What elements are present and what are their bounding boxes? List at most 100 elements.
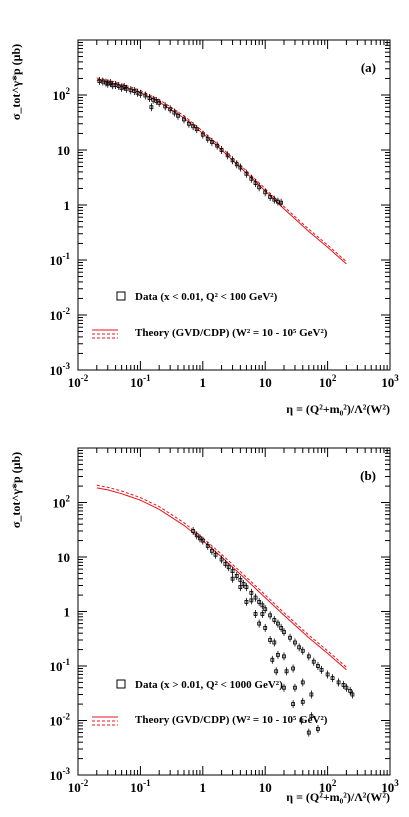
data-point	[223, 561, 228, 566]
data-point	[194, 127, 199, 131]
y-tick-label: 10-3	[50, 361, 71, 378]
x-tick-label: 102	[319, 778, 337, 795]
legend-data-label: Data (x < 0.01, Q² < 100 GeV²)	[135, 291, 278, 303]
data-point	[268, 195, 273, 199]
data-point	[279, 200, 284, 205]
data-point	[138, 91, 143, 96]
x-tick-label: 102	[319, 373, 337, 390]
data-point	[282, 630, 286, 634]
data-point	[319, 667, 324, 672]
data-point	[291, 702, 296, 706]
data-point	[163, 104, 168, 109]
data-point	[143, 93, 148, 98]
data-point	[263, 607, 268, 612]
data-point	[348, 688, 353, 693]
x-tick-label: 103	[381, 373, 399, 390]
data-point	[168, 107, 173, 112]
data-point	[299, 718, 304, 723]
data-point	[215, 143, 220, 148]
data-point	[279, 626, 284, 630]
data-point	[172, 110, 177, 115]
x-tick-label: 10-1	[130, 778, 151, 795]
data-point	[200, 132, 205, 137]
y-axis-title: σ_tot^γ*p (μb)	[9, 452, 23, 528]
data-point	[282, 654, 286, 659]
data-point	[336, 680, 341, 685]
x-tick-label: 1	[200, 375, 207, 390]
legend-data-marker	[116, 679, 126, 689]
data-point	[244, 585, 249, 590]
data-point	[300, 680, 305, 685]
data-point	[238, 578, 243, 582]
data-point	[306, 730, 311, 735]
theory-curve	[96, 487, 347, 671]
y-tick-label: 1	[64, 605, 71, 620]
legend-data-marker	[116, 291, 126, 301]
data-point	[241, 582, 246, 586]
x-tick-label: 10-1	[130, 373, 151, 390]
data-point	[176, 113, 180, 118]
x-axis-title: η = (Q²+m₀²)/Λ²(W²)	[286, 790, 390, 804]
y-tick-label: 102	[53, 494, 71, 511]
data-point	[311, 659, 316, 664]
data-point	[306, 654, 311, 659]
data-point	[344, 685, 349, 690]
data-point	[253, 595, 258, 600]
y-tick-label: 10	[57, 550, 70, 565]
legend: Data (x > 0.01, Q² < 1000 GeV²) Theory (G…	[92, 679, 328, 726]
data-point	[257, 185, 262, 190]
y-tick-label: 10-1	[50, 251, 71, 268]
data-point	[270, 657, 275, 662]
y-tick-label: 10	[57, 143, 70, 158]
x-tick-label: 103	[381, 778, 399, 795]
data-point	[187, 121, 191, 126]
data-point	[238, 585, 243, 590]
data-point	[194, 533, 199, 538]
data-point	[210, 548, 214, 553]
data-point	[268, 613, 273, 618]
data-point	[257, 600, 262, 604]
data-point	[330, 676, 335, 680]
data-point	[119, 85, 124, 90]
data-point	[263, 626, 268, 630]
data-point	[147, 96, 152, 100]
data-point	[219, 148, 224, 152]
data-point	[263, 190, 268, 195]
legend-data-label: Data (x > 0.01, Q² < 1000 GeV²)	[135, 679, 283, 691]
x-tick-label: 10-2	[68, 373, 89, 390]
data-point	[300, 648, 305, 653]
data-point	[316, 664, 320, 668]
data-point	[325, 672, 330, 677]
data-point	[124, 86, 129, 91]
data-point	[293, 640, 297, 645]
data-point	[291, 666, 296, 671]
data-point	[274, 669, 279, 674]
data-point	[249, 598, 254, 603]
x-tick-label: 10	[259, 375, 272, 390]
data-point	[316, 727, 320, 731]
data-point	[157, 100, 162, 105]
legend-theory-label: Theory (GVD/CDP) (W² = 10 - 10⁵ GeV²)	[135, 714, 328, 726]
data-point	[288, 635, 292, 640]
x-axis-title: η = (Q²+m₀²)/Λ²(W²)	[286, 402, 390, 416]
data-point	[249, 176, 254, 181]
data-point	[182, 117, 186, 122]
data-point	[297, 645, 302, 650]
data-point	[253, 181, 258, 186]
x-tick-label: 10	[259, 780, 272, 795]
data-point	[272, 618, 277, 622]
y-tick-label: 10-1	[50, 657, 71, 674]
data-point	[234, 162, 239, 167]
data-point	[200, 538, 205, 543]
data-point	[284, 669, 289, 674]
data-point	[272, 640, 277, 645]
y-tick-label: 10-2	[50, 712, 71, 729]
data-point	[244, 600, 249, 604]
data-point	[154, 99, 159, 103]
data-point	[205, 136, 210, 141]
data-point	[210, 140, 214, 144]
data-point	[260, 612, 265, 616]
